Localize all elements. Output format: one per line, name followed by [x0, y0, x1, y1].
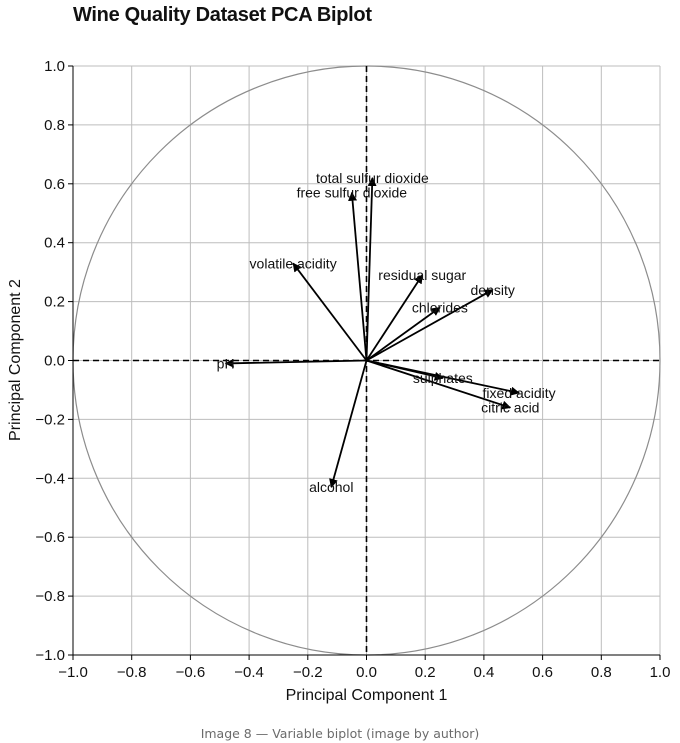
- axis-frame: [68, 65, 661, 660]
- chart-title: Wine Quality Dataset PCA Biplot: [73, 4, 372, 26]
- x-tick-label: 1.0: [650, 664, 671, 681]
- vector-label-ph: pH: [217, 355, 235, 371]
- vector-total-sulfur-dioxide: [365, 177, 377, 361]
- x-tick-label: 0.8: [591, 664, 612, 681]
- vector-label-density: density: [471, 282, 515, 298]
- y-tick-label: 0.2: [44, 294, 65, 311]
- y-axis-label: Principal Component 2: [7, 279, 24, 441]
- vector-citric-acid: [366, 359, 512, 410]
- vector-label-volatile-acidity: volatile acidity: [250, 255, 337, 271]
- vector-label-citric-acid: citric acid: [481, 400, 539, 416]
- vector-label-alcohol: alcohol: [309, 479, 353, 495]
- figure-caption: Image 8 — Variable biplot (image by auth…: [200, 726, 480, 741]
- vector-label-residual-sugar: residual sugar: [378, 267, 466, 283]
- vector-ph: [224, 358, 367, 368]
- x-tick-label: −0.2: [293, 664, 323, 681]
- x-tick-label: −0.4: [234, 664, 264, 681]
- vector-alcohol: [329, 360, 368, 489]
- y-tick-label: −0.4: [35, 470, 65, 487]
- x-axis-label: Principal Component 1: [286, 687, 448, 704]
- vector-label-sulphates: sulphates: [413, 370, 473, 386]
- y-tick-label: −0.6: [35, 529, 65, 546]
- vector-chlorides: [365, 306, 441, 362]
- biplot-svg: −1.0 −0.8 −0.6 −0.4 −0.2 0.0 0.2 0.4 0.6 0.8 1.0 −1…: [7, 58, 670, 704]
- vector-free-sulfur-dioxide: [348, 191, 368, 361]
- vector-fixed-acidity: [366, 359, 521, 396]
- vector-label-free-sulfur-dioxide: free sulfur dioxide: [297, 185, 408, 201]
- y-tick-label: −1.0: [35, 647, 65, 664]
- vector-label-chlorides: chlorides: [412, 299, 468, 315]
- vector-volatile-acidity: [292, 262, 368, 362]
- y-tick-label: 1.0: [44, 58, 65, 75]
- y-tick-label: 0.6: [44, 176, 65, 193]
- vector-density: [366, 289, 494, 362]
- x-tick-label: −0.8: [117, 664, 147, 681]
- x-tick-label: −1.0: [58, 664, 88, 681]
- x-tick-label: 0.0: [356, 664, 377, 681]
- vector-residual-sugar: [365, 274, 424, 361]
- vector-label-total-sulfur-dioxide: total sulfur dioxide: [316, 170, 429, 186]
- tick-labels: −1.0 −0.8 −0.6 −0.4 −0.2 0.0 0.2 0.4 0.6 0.8 1.0 −1…: [35, 58, 670, 681]
- x-tick-label: −0.6: [176, 664, 206, 681]
- y-tick-label: −0.8: [35, 588, 65, 605]
- y-tick-label: 0.4: [44, 235, 65, 252]
- y-tick-label: 0.0: [44, 353, 65, 370]
- x-tick-label: 0.4: [473, 664, 494, 681]
- x-tick-label: 0.6: [532, 664, 553, 681]
- y-tick-label: 0.8: [44, 117, 65, 134]
- x-tick-label: 0.2: [415, 664, 436, 681]
- vector-label-fixed-acidity: fixed acidity: [483, 385, 556, 401]
- loading-vectors: [224, 177, 521, 489]
- y-tick-label: −0.2: [35, 411, 65, 428]
